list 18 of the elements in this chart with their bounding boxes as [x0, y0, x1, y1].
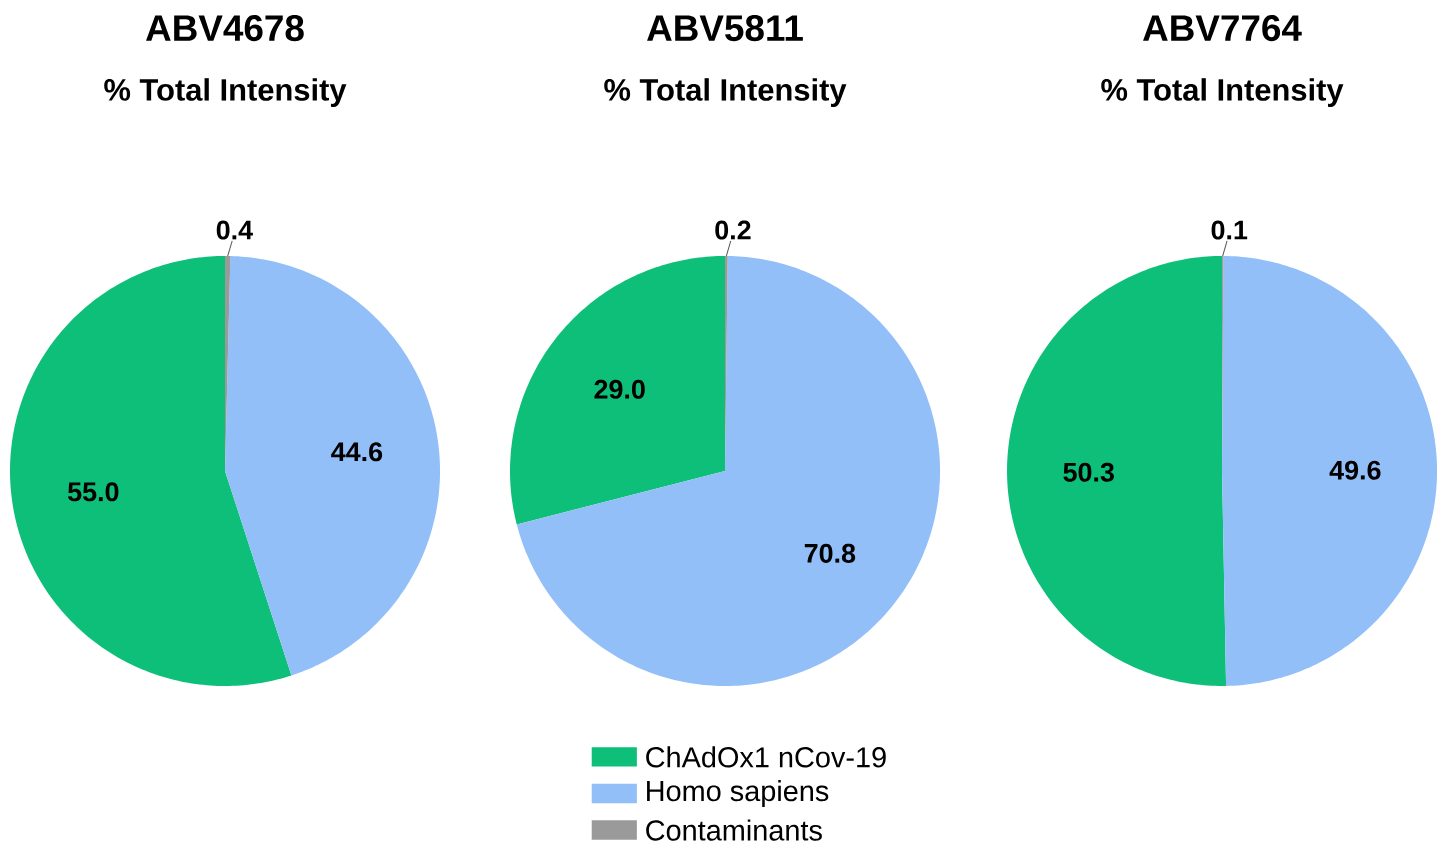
chart-title: ABV7764 [1143, 15, 1302, 42]
chart-subtitle: % Total Intensity [1101, 78, 1344, 107]
data-label: 44.6 [331, 442, 383, 462]
data-label: 55.0 [67, 482, 119, 502]
legend-label: ChAdOx1 nCov-19 [646, 746, 886, 768]
chart-subtitle: % Total Intensity [604, 78, 847, 107]
data-label: 49.6 [1329, 460, 1381, 480]
data-label: 0.2 [715, 220, 751, 240]
data-label: 0.4 [216, 220, 253, 240]
chart-title: ABV5811 [647, 15, 803, 42]
legend-label: Contaminants [646, 819, 822, 841]
chart-title: ABV4678 [146, 15, 304, 42]
data-label: 29.0 [594, 379, 645, 399]
chart-subtitle: % Total Intensity [104, 78, 347, 107]
legend-label: Homo sapiens [647, 780, 829, 807]
data-label: 50.3 [1063, 462, 1114, 482]
data-label: 70.8 [804, 543, 856, 563]
data-label: 0.1 [1211, 220, 1248, 240]
